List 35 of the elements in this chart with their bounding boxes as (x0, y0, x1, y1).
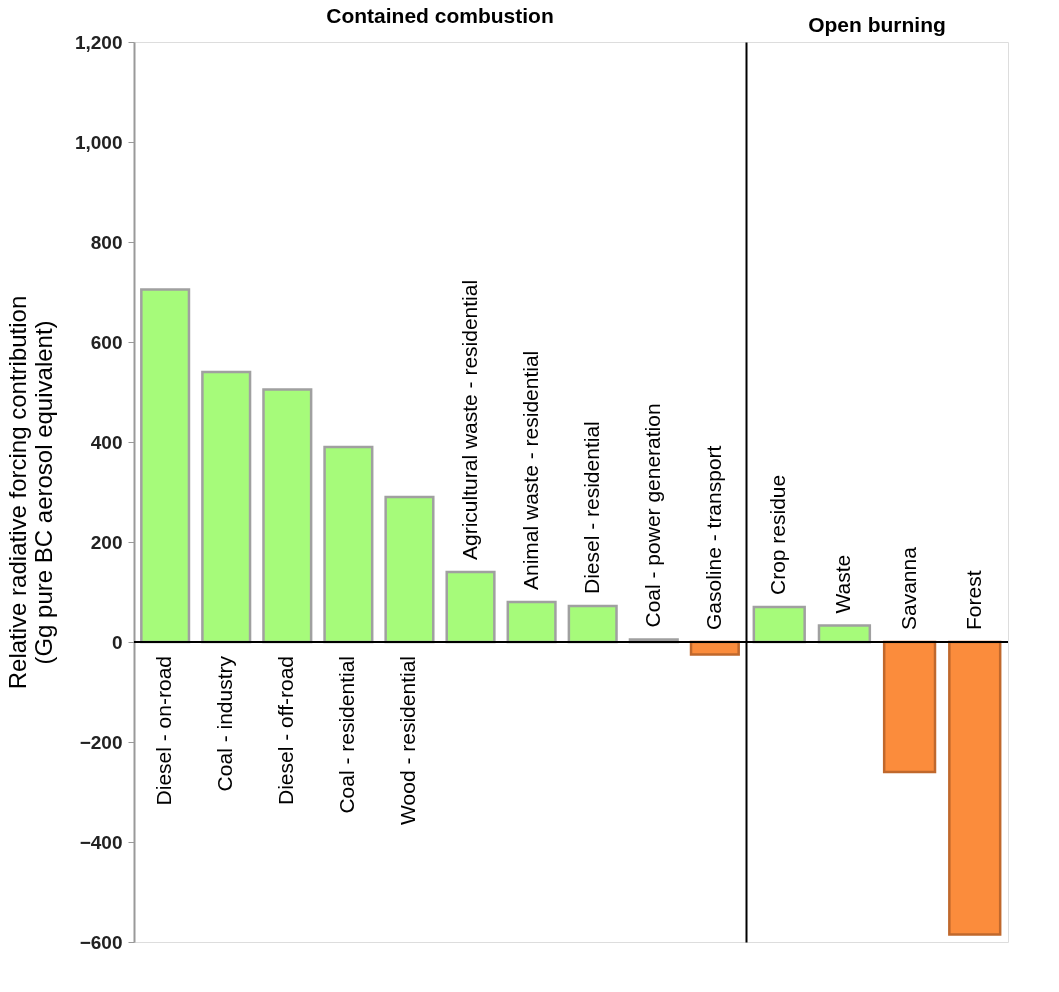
bar (201, 370, 252, 644)
y-tick-label: 1,000 (74, 131, 123, 153)
bar (445, 570, 496, 644)
x-tick-label: Coal - industry (213, 655, 237, 792)
category-label: Crop residue (766, 474, 790, 595)
y-axis-title: Relative radiative forcing contribution (Gg pure BC aerosol equivalent) (3, 295, 57, 690)
x-tick-label: Agricultural waste - residential (457, 279, 481, 560)
y-tick-label: 1,200 (74, 31, 123, 53)
y-tick-label: 400 (90, 431, 123, 453)
chart-title: Contained combustion (326, 4, 554, 27)
bar (140, 288, 191, 644)
bar (262, 388, 313, 644)
y-tick-label: 200 (90, 531, 123, 553)
bar (567, 604, 618, 644)
chart-title: Open burning (808, 13, 946, 36)
x-tick-label: Coal - power generation (640, 403, 664, 628)
x-tick-label: Diesel - on-road (152, 656, 176, 806)
bar (323, 445, 374, 644)
category-label: Savanna (896, 547, 920, 630)
y-tick-label: −200 (79, 731, 123, 753)
y-tick-label: 800 (90, 231, 123, 253)
category-label: Forest (961, 570, 985, 630)
bar (506, 600, 557, 644)
x-tick-label: Diesel - residential (579, 421, 603, 594)
category-label: Waste (831, 554, 855, 614)
y-tick-label: 0 (111, 631, 123, 653)
x-tick-label: Coal - residential (335, 656, 359, 814)
x-tick-label: Animal waste - residential (518, 350, 542, 590)
y-tick-label: −600 (79, 931, 123, 953)
y-tick-label: 600 (90, 331, 123, 353)
x-tick-label: Gasoline - transport (701, 445, 725, 630)
bar (384, 495, 435, 644)
x-tick-label: Wood - residential (396, 656, 420, 825)
x-tick-label: Diesel - off-road (274, 656, 298, 806)
y-tick-label: −400 (79, 831, 123, 853)
